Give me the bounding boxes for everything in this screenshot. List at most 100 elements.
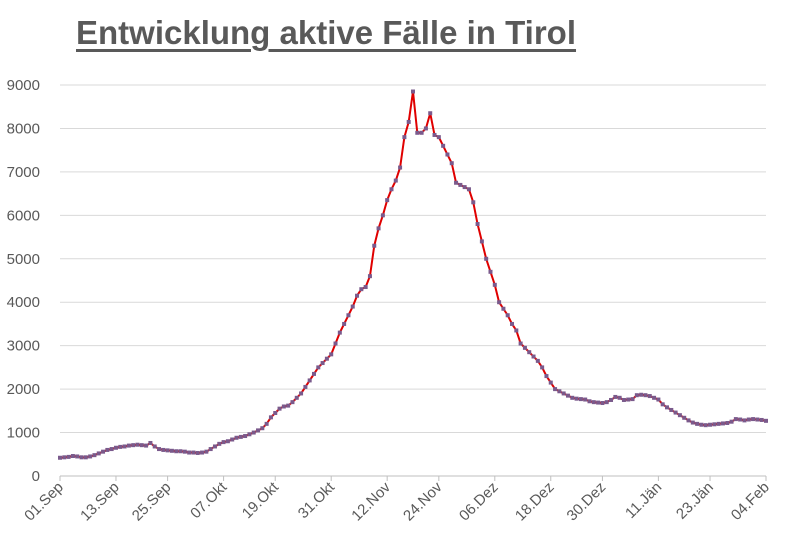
data-point bbox=[492, 282, 497, 287]
data-point bbox=[139, 443, 144, 448]
data-point bbox=[729, 419, 734, 424]
data-point bbox=[540, 365, 545, 370]
x-tick-label: 07.Okt bbox=[187, 478, 231, 522]
data-point bbox=[505, 313, 510, 318]
data-point bbox=[83, 455, 88, 460]
data-point bbox=[225, 439, 230, 444]
data-point bbox=[454, 180, 459, 185]
data-point bbox=[346, 313, 351, 318]
data-point bbox=[591, 400, 596, 405]
data-point bbox=[393, 178, 398, 183]
data-point bbox=[708, 422, 713, 427]
data-point bbox=[311, 371, 316, 376]
data-point bbox=[230, 437, 235, 442]
data-point bbox=[609, 397, 614, 402]
data-point bbox=[342, 321, 347, 326]
data-point bbox=[101, 449, 106, 454]
data-point bbox=[398, 165, 403, 170]
data-point bbox=[385, 198, 390, 203]
data-point bbox=[626, 397, 631, 402]
y-tick-label: 4000 bbox=[7, 294, 40, 311]
data-point bbox=[316, 365, 321, 370]
data-point bbox=[324, 356, 329, 361]
data-point bbox=[462, 185, 467, 190]
data-point bbox=[613, 394, 618, 399]
data-point bbox=[380, 213, 385, 218]
data-point bbox=[389, 187, 394, 192]
data-point bbox=[376, 226, 381, 231]
data-point bbox=[621, 397, 626, 402]
x-tick-label: 23.Jän bbox=[673, 479, 717, 523]
data-point bbox=[191, 450, 196, 455]
data-point bbox=[574, 396, 579, 401]
data-point bbox=[75, 454, 80, 459]
data-point bbox=[152, 444, 157, 449]
data-point bbox=[634, 393, 639, 398]
data-point bbox=[441, 143, 446, 148]
data-point bbox=[333, 341, 338, 346]
data-point bbox=[92, 453, 97, 458]
data-point bbox=[251, 430, 256, 435]
data-point bbox=[518, 341, 523, 346]
data-point bbox=[535, 358, 540, 363]
x-tick-label: 01.Sep bbox=[21, 479, 67, 525]
data-point bbox=[247, 432, 252, 437]
data-point bbox=[647, 394, 652, 399]
data-point bbox=[187, 450, 192, 455]
data-point bbox=[522, 345, 527, 350]
data-point bbox=[479, 239, 484, 244]
data-point bbox=[484, 256, 489, 261]
data-point bbox=[553, 387, 558, 392]
data-point bbox=[243, 434, 248, 439]
y-tick-label: 8000 bbox=[7, 120, 40, 137]
data-point bbox=[174, 449, 179, 454]
data-point bbox=[195, 450, 200, 455]
data-point bbox=[411, 89, 415, 94]
data-point bbox=[268, 415, 273, 420]
data-point bbox=[406, 119, 411, 124]
x-tick-label: 13.Sep bbox=[77, 479, 123, 525]
data-point bbox=[367, 274, 372, 279]
data-point bbox=[544, 374, 549, 379]
data-point bbox=[337, 330, 342, 335]
x-tick-label: 30.Dez bbox=[564, 479, 610, 525]
data-point bbox=[212, 444, 217, 449]
data-point bbox=[664, 405, 669, 410]
x-tick-label: 06.Dez bbox=[456, 479, 502, 525]
data-point bbox=[604, 400, 609, 405]
data-point bbox=[66, 454, 71, 459]
data-point bbox=[299, 391, 304, 396]
data-point bbox=[716, 421, 721, 426]
data-point bbox=[303, 384, 308, 389]
data-point bbox=[113, 445, 118, 450]
data-point bbox=[449, 161, 454, 166]
x-axis: 01.Sep 13.Sep 25.Sep 07.Okt 19.Okt 31.Okt 12.N… bbox=[21, 476, 773, 524]
data-point bbox=[290, 400, 295, 405]
data-point bbox=[746, 417, 751, 422]
x-tick-label: 18.Dez bbox=[512, 479, 558, 525]
data-point bbox=[131, 443, 136, 448]
data-point bbox=[157, 447, 162, 452]
data-point bbox=[204, 449, 209, 454]
data-point bbox=[423, 126, 428, 131]
data-point bbox=[96, 451, 101, 456]
data-point bbox=[58, 455, 62, 460]
data-point bbox=[221, 440, 226, 445]
data-point bbox=[699, 422, 704, 427]
data-point bbox=[122, 444, 127, 449]
data-point bbox=[497, 300, 502, 305]
data-point bbox=[169, 448, 174, 453]
x-tick-label: 04.Feb bbox=[728, 479, 773, 524]
data-point bbox=[561, 391, 566, 396]
data-point bbox=[182, 449, 187, 454]
data-point bbox=[742, 418, 747, 423]
data-point bbox=[363, 285, 368, 290]
data-point bbox=[144, 443, 149, 448]
x-tick-label: 19.Okt bbox=[239, 478, 283, 522]
data-point bbox=[578, 397, 583, 402]
data-point bbox=[264, 421, 269, 426]
data-point bbox=[148, 440, 153, 445]
data-point bbox=[656, 397, 661, 402]
data-point bbox=[712, 422, 717, 427]
